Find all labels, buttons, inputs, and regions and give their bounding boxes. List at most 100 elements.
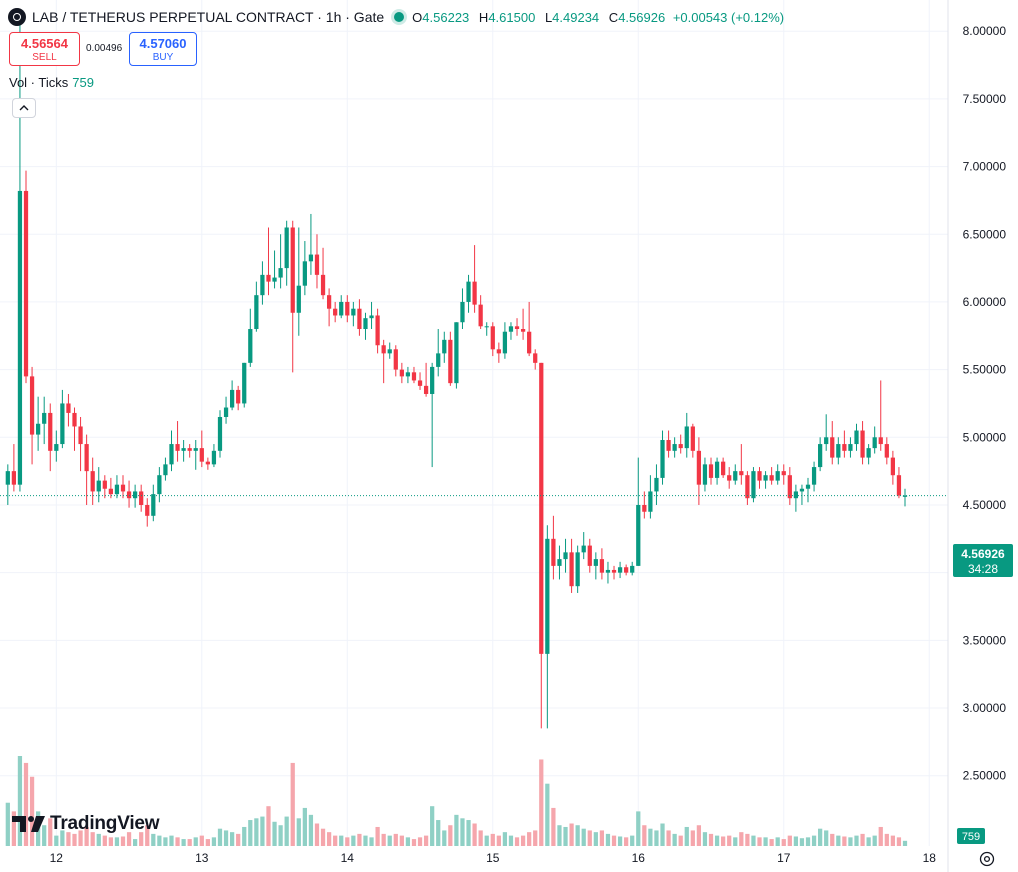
candle-body (575, 552, 580, 587)
chevron-up-icon (19, 105, 29, 111)
volume-bar (836, 835, 841, 846)
settings-gear-icon[interactable] (978, 850, 996, 868)
volume-bar (248, 820, 253, 846)
volume-bar (436, 820, 441, 846)
volume-bar (775, 837, 780, 846)
candle-body (363, 318, 368, 330)
volume-bar (527, 832, 532, 846)
time-tick-label: 18 (923, 851, 937, 865)
volume-bar (727, 835, 732, 846)
time-axis[interactable]: 12 13 14 15 16 17 18 (50, 851, 937, 865)
buy-button[interactable]: 4.57060 BUY (129, 32, 197, 66)
volume-bar (254, 818, 259, 846)
volume-bar (430, 806, 435, 846)
candle-body (842, 444, 847, 451)
market-status-icon[interactable] (394, 12, 405, 22)
candle-body (23, 190, 29, 377)
volume-bar (151, 833, 156, 846)
candle-body (302, 261, 307, 286)
volume-bar (799, 838, 805, 846)
candle-body (836, 444, 841, 458)
volume-bar (557, 825, 562, 846)
candle-body (157, 475, 162, 495)
volume-bar (363, 835, 368, 846)
candle-body (66, 403, 71, 413)
volume-bar (854, 835, 859, 846)
sell-button[interactable]: 4.56564 SELL (9, 32, 80, 66)
candle-body (236, 389, 241, 404)
price-tick-label: 2.50000 (963, 769, 1007, 783)
low-value: 4.49234 (552, 9, 600, 25)
volume-bar (508, 835, 514, 846)
candle-body (466, 281, 471, 302)
volume-bar (466, 820, 471, 846)
volume-bar (193, 837, 198, 846)
collapse-legend-button[interactable] (12, 98, 36, 118)
volume-bar (217, 828, 223, 846)
candle-body (593, 559, 598, 566)
candle-body (132, 491, 138, 499)
volume-bar (636, 811, 641, 846)
volume-bar (617, 836, 623, 846)
candle-body (260, 274, 265, 296)
symbol-title[interactable]: LAB / TETHERUS PERPETUAL CONTRACT · 1h ·… (32, 9, 385, 25)
volume-bar (236, 833, 241, 846)
volume-bar (581, 828, 586, 846)
volume-bar (599, 830, 605, 846)
volume-bar (60, 830, 65, 846)
candle-body (96, 480, 101, 492)
volume-bar (763, 837, 768, 846)
volume-bar (314, 823, 320, 846)
buy-label: BUY (152, 52, 174, 63)
volume-bar (902, 840, 908, 846)
volume-label-box (957, 828, 985, 844)
candle-body (848, 444, 853, 451)
time-tick-label: 13 (195, 851, 209, 865)
candle-body (296, 285, 301, 313)
candle-body (533, 353, 538, 363)
volume-bar (611, 835, 617, 846)
volume-legend[interactable]: Vol · Ticks 759 (9, 75, 94, 90)
volume-bar (684, 826, 689, 846)
volume-bar (284, 816, 289, 846)
candle-body (630, 565, 635, 573)
volume-bar (157, 835, 162, 846)
volume-bar (375, 826, 380, 846)
volume-bar (405, 837, 411, 846)
symbol-logo-icon (8, 8, 26, 26)
volume-bar (460, 818, 465, 846)
candle-body (42, 412, 47, 424)
volume-bar (666, 830, 671, 846)
candle-body (181, 448, 186, 451)
candle-body (757, 471, 762, 481)
candle-body (351, 308, 356, 316)
volume-bar (545, 783, 550, 846)
volume-bars (5, 756, 908, 846)
candle-body (514, 326, 520, 330)
candle-body (793, 491, 799, 499)
candle-body (193, 448, 198, 451)
candle-body (678, 444, 683, 449)
volume-bar (860, 833, 865, 846)
price-tick-label: 8.00000 (963, 24, 1007, 38)
last-price-label: 4.56926 (961, 547, 1005, 561)
volume-bar (678, 835, 683, 846)
volume-bar (132, 839, 138, 846)
candle-body (642, 504, 647, 512)
tradingview-logo[interactable]: TradingView (12, 813, 160, 835)
time-tick-label: 14 (341, 851, 355, 865)
candle-body (411, 372, 417, 381)
candle-body (811, 467, 817, 485)
candle-body (90, 471, 95, 492)
candle-body (417, 380, 423, 386)
price-axis[interactable]: 8.500008.000007.500007.000006.500006.000… (963, 0, 1007, 783)
candle-body (405, 372, 411, 377)
volume-bar (739, 832, 744, 846)
volume-bar (520, 835, 526, 846)
candle-body (29, 376, 35, 435)
candle-body (326, 295, 332, 309)
volume-bar (642, 825, 647, 846)
candle-body (430, 366, 435, 394)
candle-body (763, 475, 768, 481)
